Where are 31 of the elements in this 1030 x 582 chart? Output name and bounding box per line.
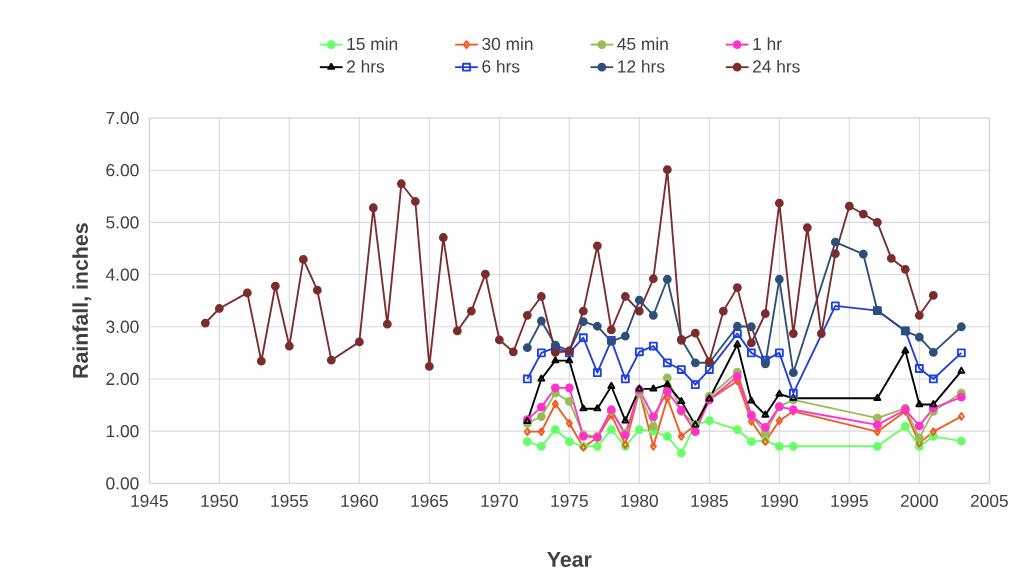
y-tick-label: 2.00 [106,372,139,386]
legend-label: 45 min [617,37,668,51]
x-tick-label: 1950 [201,494,238,507]
legend-label: 6 hrs [482,59,520,73]
x-tick-label: 1955 [271,494,308,507]
x-tick-label: 1965 [411,494,448,507]
x-tick-label: 2000 [900,494,938,507]
y-tick-label: 4.00 [105,268,139,281]
x-tick-label: 1995 [831,494,868,507]
x-tick-label: 1980 [621,494,658,507]
legend-label: 30 min [482,37,533,51]
y-tick-label: 6.00 [106,164,139,177]
legend-label: 2 hrs [347,59,385,73]
legend-label: 12 hrs [618,59,665,73]
legend-label: 24 hrs [753,59,800,73]
x-tick-label: 1990 [761,494,798,507]
x-tick-label: 1975 [551,494,588,507]
y-tick-label: 7.00 [106,111,139,125]
y-tick-label: 3.00 [106,320,139,333]
x-tick-label: 1970 [481,494,518,507]
y-tick-label: 1.00 [106,425,139,438]
x-tick-label: 2005 [970,494,1008,507]
y-axis-title: Rainfall, inches [72,223,92,378]
x-tick-label: 1945 [131,494,168,507]
x-axis-title: Year [547,552,592,567]
x-tick-label: 1985 [691,494,728,507]
legend-label: 1 hr [753,37,782,50]
y-tick-label: 0.00 [106,477,139,490]
x-tick-label: 1960 [341,494,378,507]
y-tick-label: 5.00 [106,216,139,229]
legend-label: 15 min [347,37,398,51]
